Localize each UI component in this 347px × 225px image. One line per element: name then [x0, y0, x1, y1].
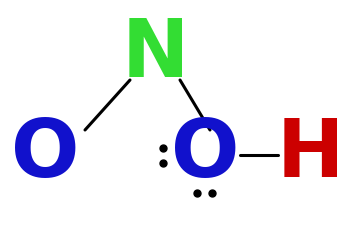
Text: N: N [121, 16, 189, 94]
Text: O: O [171, 116, 239, 194]
Text: O: O [11, 116, 79, 194]
Text: H: H [276, 116, 344, 194]
